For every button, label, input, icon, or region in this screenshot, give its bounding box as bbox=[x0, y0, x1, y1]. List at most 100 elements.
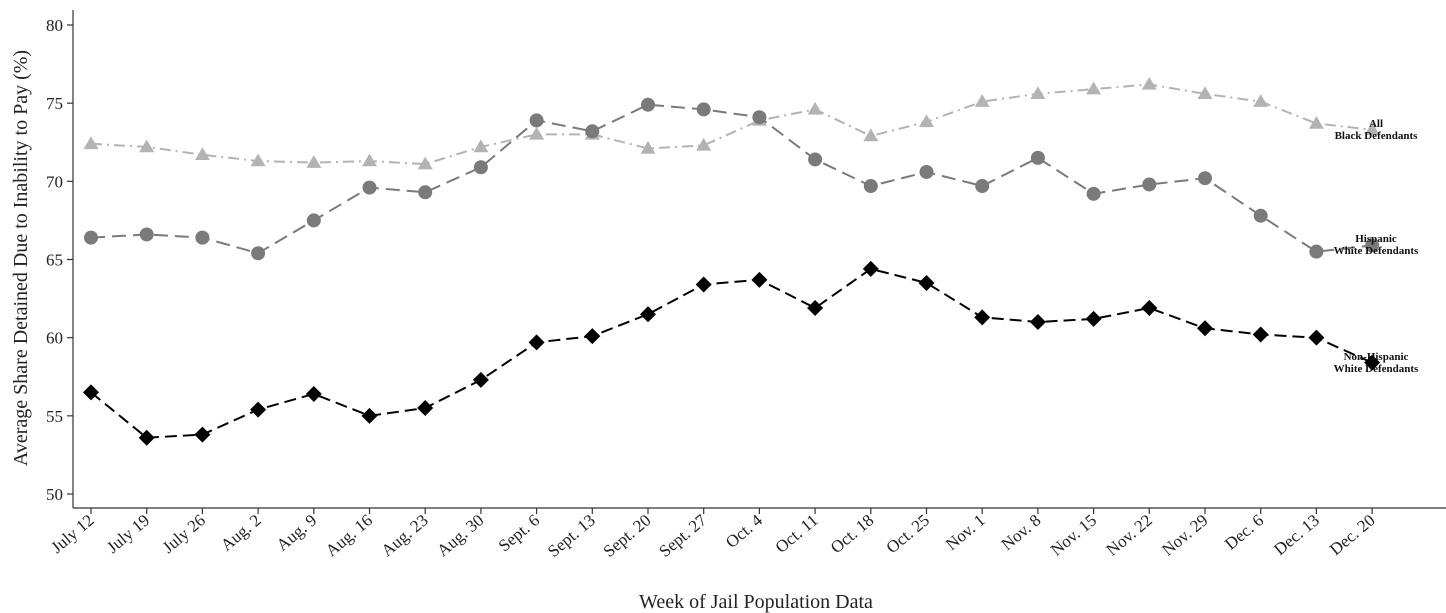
x-tick-label: Sept. 6 bbox=[495, 511, 543, 556]
data-point bbox=[528, 334, 545, 351]
data-point bbox=[83, 136, 99, 150]
data-point bbox=[1309, 244, 1324, 259]
x-tick-label: Nov. 29 bbox=[1158, 511, 1211, 560]
x-axis-title: Week of Jail Population Data bbox=[639, 591, 873, 613]
y-tick-label: 65 bbox=[46, 251, 63, 270]
x-tick-label: Aug. 9 bbox=[273, 511, 321, 555]
data-point bbox=[529, 113, 544, 128]
data-point bbox=[641, 97, 655, 112]
series-layer bbox=[83, 76, 1381, 446]
data-point bbox=[194, 147, 210, 161]
data-point bbox=[139, 227, 154, 242]
data-point bbox=[83, 384, 99, 401]
data-point bbox=[584, 328, 601, 345]
x-tick-label: Sept. 13 bbox=[544, 511, 599, 561]
data-point bbox=[1142, 177, 1157, 192]
y-tick-label: 55 bbox=[46, 407, 63, 426]
data-point bbox=[1197, 320, 1213, 337]
y-tick-label: 75 bbox=[46, 94, 63, 113]
data-point bbox=[473, 139, 489, 153]
data-point bbox=[306, 213, 321, 228]
data-point bbox=[918, 274, 935, 291]
data-point bbox=[807, 299, 824, 316]
data-point bbox=[862, 260, 879, 277]
data-point bbox=[1141, 76, 1157, 90]
data-point bbox=[863, 179, 878, 194]
data-point bbox=[1308, 115, 1324, 129]
x-tick-label: Nov. 1 bbox=[942, 511, 989, 555]
data-point bbox=[305, 385, 322, 402]
data-point bbox=[417, 156, 433, 170]
axes bbox=[72, 10, 1446, 509]
series-diamond bbox=[83, 260, 1381, 446]
series-label: Non-Hispanic White Defendants bbox=[1334, 351, 1419, 375]
data-point bbox=[1364, 354, 1381, 371]
series-label-line: Black Defendants bbox=[1335, 130, 1419, 142]
data-point bbox=[306, 155, 322, 168]
series-label-line: White Defendants bbox=[1334, 363, 1419, 375]
data-point bbox=[919, 164, 934, 179]
data-point bbox=[640, 306, 656, 323]
data-point bbox=[362, 180, 377, 195]
data-point bbox=[251, 246, 266, 261]
x-tick-label: Oct. 18 bbox=[827, 511, 878, 558]
data-point bbox=[1197, 86, 1213, 100]
data-point bbox=[974, 94, 990, 107]
data-point bbox=[695, 276, 712, 293]
x-tick-label: Sept. 27 bbox=[655, 510, 710, 561]
y-axis-ticks: 50 55 60 65 70 75 80 bbox=[46, 16, 73, 504]
data-point bbox=[1030, 86, 1046, 100]
data-point bbox=[808, 152, 823, 167]
x-tick-label: Oct. 4 bbox=[722, 510, 766, 552]
data-point bbox=[696, 102, 711, 117]
x-tick-label: Oct. 25 bbox=[883, 511, 934, 558]
x-tick-label: Dec. 13 bbox=[1270, 511, 1323, 560]
x-tick-label: July 12 bbox=[47, 511, 97, 557]
data-point bbox=[361, 407, 378, 424]
data-point bbox=[1086, 81, 1102, 95]
data-point bbox=[1365, 238, 1380, 253]
data-point bbox=[250, 153, 266, 167]
series-label-line: White Defendants bbox=[1334, 245, 1419, 257]
data-point bbox=[807, 101, 823, 115]
x-tick-label: Nov. 8 bbox=[998, 511, 1045, 555]
data-point bbox=[139, 139, 155, 153]
data-point bbox=[1253, 94, 1269, 107]
data-point bbox=[418, 185, 433, 200]
data-point bbox=[362, 153, 377, 167]
x-tick-label: Aug. 23 bbox=[378, 511, 432, 561]
x-tick-label: Aug. 2 bbox=[217, 511, 265, 555]
data-point bbox=[751, 271, 768, 288]
data-point bbox=[1085, 310, 1102, 327]
x-tick-label: Oct. 11 bbox=[772, 511, 822, 557]
data-point bbox=[472, 371, 489, 388]
x-axis-ticks: July 12 July 19 July 26 Aug. 2 Aug. 9 Aug. 16… bbox=[47, 508, 1379, 561]
x-tick-label: Nov. 15 bbox=[1047, 511, 1100, 560]
data-point bbox=[919, 114, 934, 128]
x-tick-label: Dec. 6 bbox=[1221, 511, 1267, 554]
x-tick-label: Aug. 16 bbox=[322, 511, 376, 561]
y-tick-label: 80 bbox=[46, 16, 63, 35]
data-point bbox=[473, 160, 488, 175]
x-tick-label: Sept. 20 bbox=[600, 511, 655, 561]
data-point bbox=[1141, 299, 1158, 316]
x-tick-label: Aug. 30 bbox=[433, 511, 487, 561]
data-point bbox=[752, 110, 767, 125]
data-point bbox=[84, 230, 98, 245]
data-point bbox=[1308, 329, 1325, 346]
y-axis-title: Average Share Detained Due to Inability … bbox=[10, 50, 32, 466]
series-label: All Black Defendants bbox=[1335, 118, 1419, 142]
data-point bbox=[1252, 326, 1269, 343]
x-tick-label: Dec. 20 bbox=[1326, 511, 1379, 560]
data-point bbox=[975, 179, 990, 194]
x-tick-label: Nov. 22 bbox=[1103, 511, 1156, 560]
series-label-line: All bbox=[1369, 118, 1383, 130]
data-point bbox=[974, 309, 991, 326]
data-point bbox=[194, 426, 211, 443]
data-point bbox=[1198, 171, 1212, 186]
y-tick-label: 60 bbox=[46, 329, 63, 348]
data-point bbox=[417, 400, 434, 417]
data-point bbox=[1029, 314, 1046, 331]
y-tick-label: 50 bbox=[46, 485, 63, 504]
